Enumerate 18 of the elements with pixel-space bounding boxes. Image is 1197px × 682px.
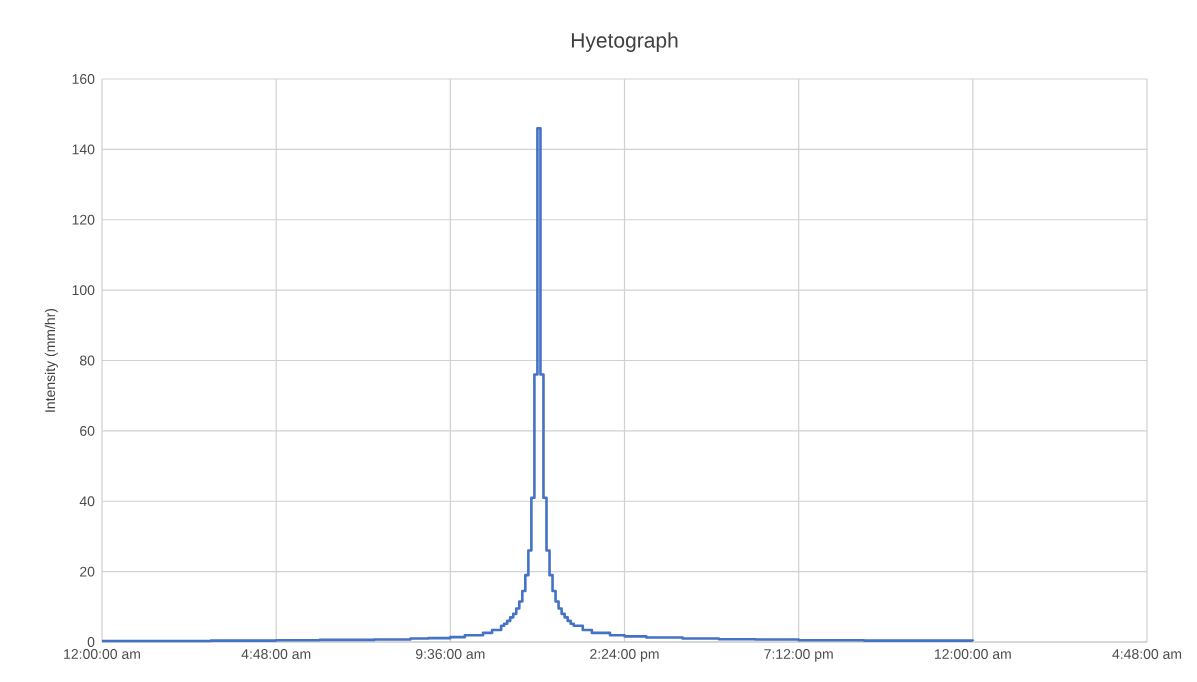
y-tick-label: 100 [72,285,95,296]
x-tick-label: 4:48:00 am [241,649,311,659]
x-tick-label: 4:48:00 am [1112,649,1182,659]
y-axis-title: Intensity (mm/hr) [44,308,58,412]
y-tick-label: 60 [80,425,95,436]
y-tick-label: 140 [72,144,95,155]
x-tick-label: 9:36:00 am [415,649,485,659]
y-tick-label: 20 [80,566,95,577]
y-tick-label: 0 [87,637,95,647]
y-tick-label: 40 [79,496,95,507]
x-tick-label: 12:00:00 am [64,649,140,659]
x-tick-label: 12:00:00 am [935,649,1011,659]
y-tick-label: 80 [79,355,95,366]
y-tick-label: 160 [72,74,95,84]
chart-title: Hyetograph [571,32,678,52]
x-tick-label: 7:12:00 pm [764,649,833,662]
x-tick-label: 2:24:00 pm [590,649,659,662]
y-tick-label: 120 [72,214,95,225]
